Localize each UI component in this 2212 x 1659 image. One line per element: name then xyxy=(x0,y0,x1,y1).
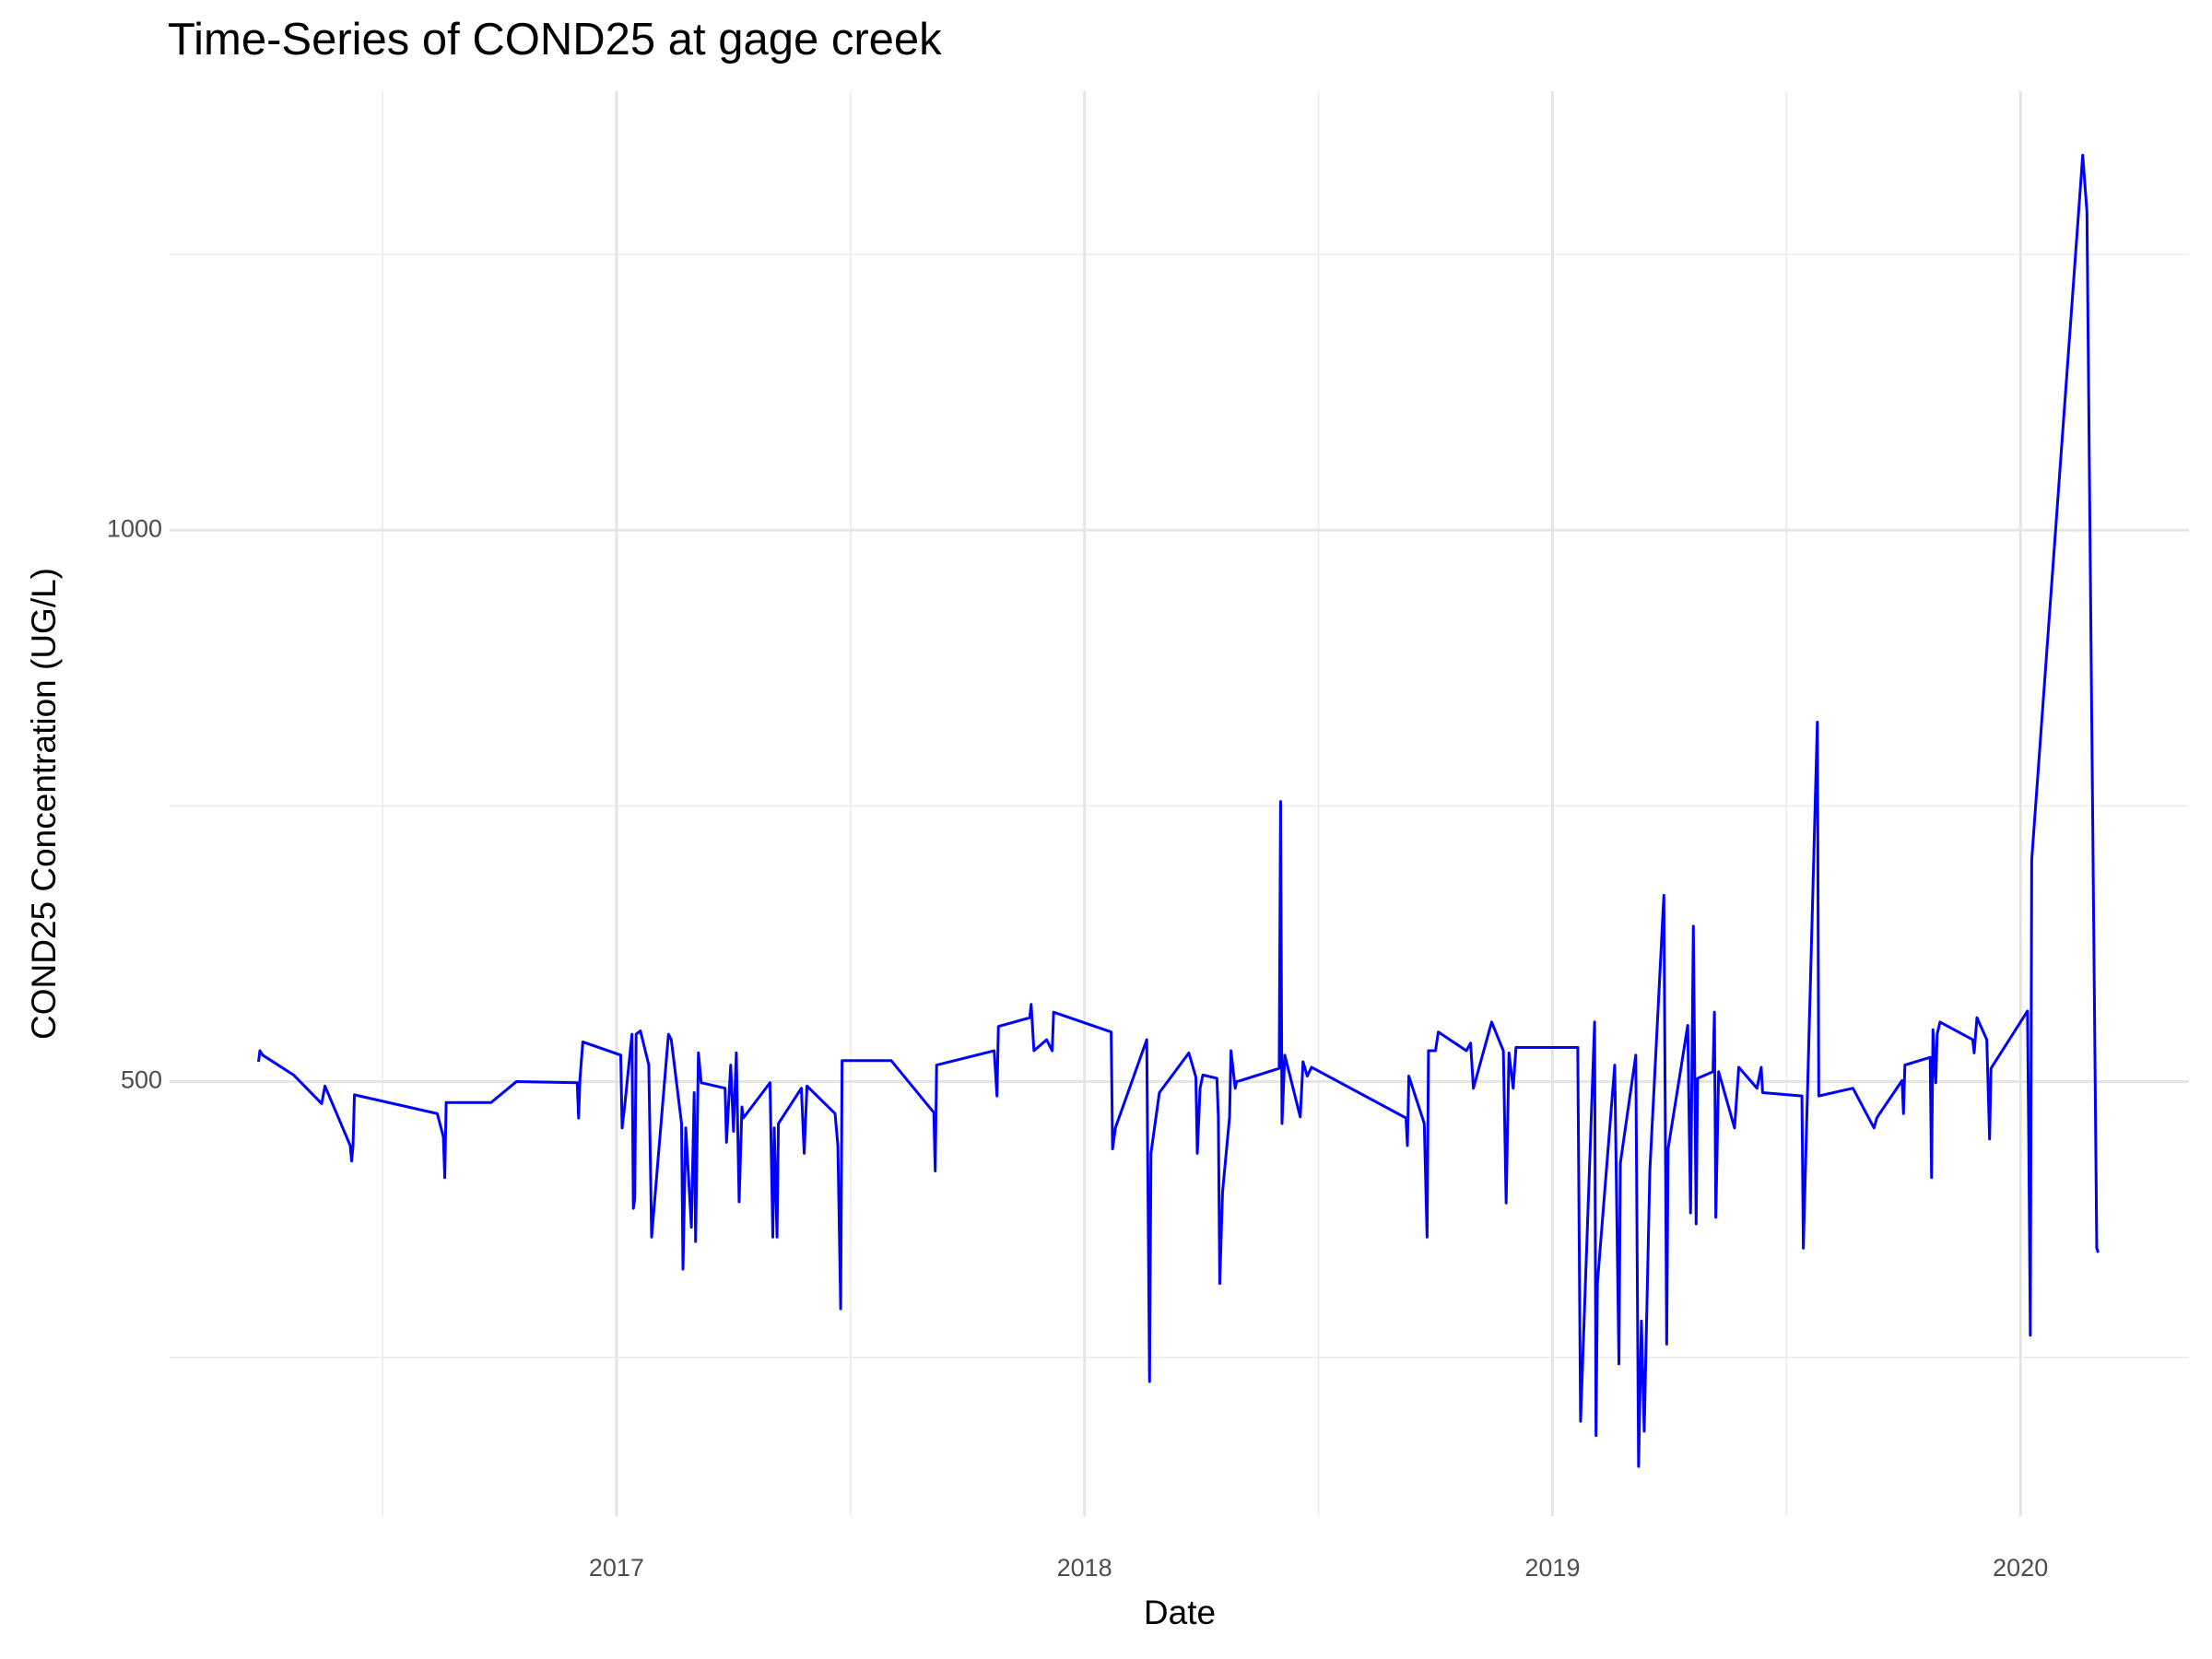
x-axis-title: Date xyxy=(1144,1594,1216,1631)
y-tick-label: 500 xyxy=(121,1066,162,1094)
x-tick-label: 2018 xyxy=(1057,1554,1112,1582)
x-tick-label: 2020 xyxy=(1993,1554,2048,1582)
x-tick-label: 2019 xyxy=(1524,1554,1580,1582)
x-tick-label: 2017 xyxy=(589,1554,644,1582)
chart-title: Time-Series of COND25 at gage creek xyxy=(168,15,942,65)
y-axis-title: COND25 Concentration (UG/L) xyxy=(25,568,63,1040)
data-line xyxy=(256,153,2100,1468)
y-tick-label: 1000 xyxy=(107,514,162,542)
